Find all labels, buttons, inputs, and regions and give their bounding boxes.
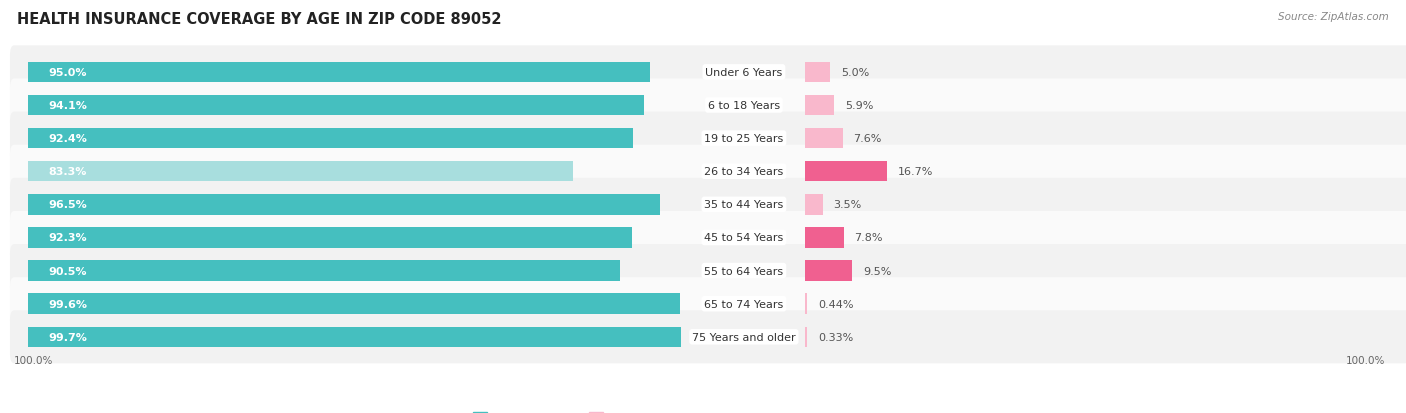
Bar — [28, 95, 644, 116]
Bar — [806, 161, 887, 182]
Text: 92.4%: 92.4% — [48, 134, 87, 144]
Text: 0.44%: 0.44% — [818, 299, 853, 309]
Text: Source: ZipAtlas.com: Source: ZipAtlas.com — [1278, 12, 1389, 22]
Text: 7.6%: 7.6% — [853, 134, 882, 144]
FancyBboxPatch shape — [10, 46, 1406, 99]
FancyBboxPatch shape — [10, 178, 1406, 231]
Bar — [28, 228, 633, 248]
Text: 35 to 44 Years: 35 to 44 Years — [704, 200, 783, 210]
Bar — [806, 62, 830, 83]
Bar — [806, 294, 807, 314]
Text: 95.0%: 95.0% — [48, 68, 87, 78]
Bar — [28, 62, 650, 83]
Text: 75 Years and older: 75 Years and older — [692, 332, 796, 342]
Bar — [806, 327, 807, 347]
FancyBboxPatch shape — [10, 244, 1406, 297]
Bar — [806, 228, 844, 248]
Bar — [28, 327, 681, 347]
Text: 5.9%: 5.9% — [845, 101, 873, 111]
Bar — [28, 195, 659, 215]
Text: 6 to 18 Years: 6 to 18 Years — [707, 101, 780, 111]
Text: 0.33%: 0.33% — [818, 332, 853, 342]
FancyBboxPatch shape — [10, 145, 1406, 198]
Text: HEALTH INSURANCE COVERAGE BY AGE IN ZIP CODE 89052: HEALTH INSURANCE COVERAGE BY AGE IN ZIP … — [17, 12, 502, 27]
Text: 19 to 25 Years: 19 to 25 Years — [704, 134, 783, 144]
Bar — [28, 128, 633, 149]
Bar — [806, 95, 834, 116]
Text: 83.3%: 83.3% — [48, 167, 87, 177]
Text: 7.8%: 7.8% — [855, 233, 883, 243]
Bar — [28, 294, 681, 314]
Text: 16.7%: 16.7% — [898, 167, 934, 177]
Text: 45 to 54 Years: 45 to 54 Years — [704, 233, 783, 243]
Text: 94.1%: 94.1% — [48, 101, 87, 111]
Text: 9.5%: 9.5% — [863, 266, 891, 276]
Text: 96.5%: 96.5% — [48, 200, 87, 210]
FancyBboxPatch shape — [10, 278, 1406, 330]
Text: 99.6%: 99.6% — [48, 299, 87, 309]
Text: 55 to 64 Years: 55 to 64 Years — [704, 266, 783, 276]
Text: 92.3%: 92.3% — [48, 233, 87, 243]
FancyBboxPatch shape — [10, 79, 1406, 132]
Bar — [806, 128, 842, 149]
FancyBboxPatch shape — [10, 211, 1406, 264]
FancyBboxPatch shape — [10, 112, 1406, 165]
Text: 3.5%: 3.5% — [834, 200, 862, 210]
Text: 26 to 34 Years: 26 to 34 Years — [704, 167, 783, 177]
Text: 5.0%: 5.0% — [841, 68, 869, 78]
Text: Under 6 Years: Under 6 Years — [706, 68, 783, 78]
Legend: With Coverage, Without Coverage: With Coverage, Without Coverage — [470, 408, 717, 413]
Text: 100.0%: 100.0% — [1346, 355, 1385, 365]
Text: 90.5%: 90.5% — [48, 266, 87, 276]
Bar — [806, 261, 852, 281]
Text: 65 to 74 Years: 65 to 74 Years — [704, 299, 783, 309]
Bar — [28, 261, 620, 281]
Text: 100.0%: 100.0% — [14, 355, 53, 365]
Bar — [28, 161, 574, 182]
FancyBboxPatch shape — [10, 311, 1406, 363]
Bar — [806, 195, 823, 215]
Text: 99.7%: 99.7% — [48, 332, 87, 342]
